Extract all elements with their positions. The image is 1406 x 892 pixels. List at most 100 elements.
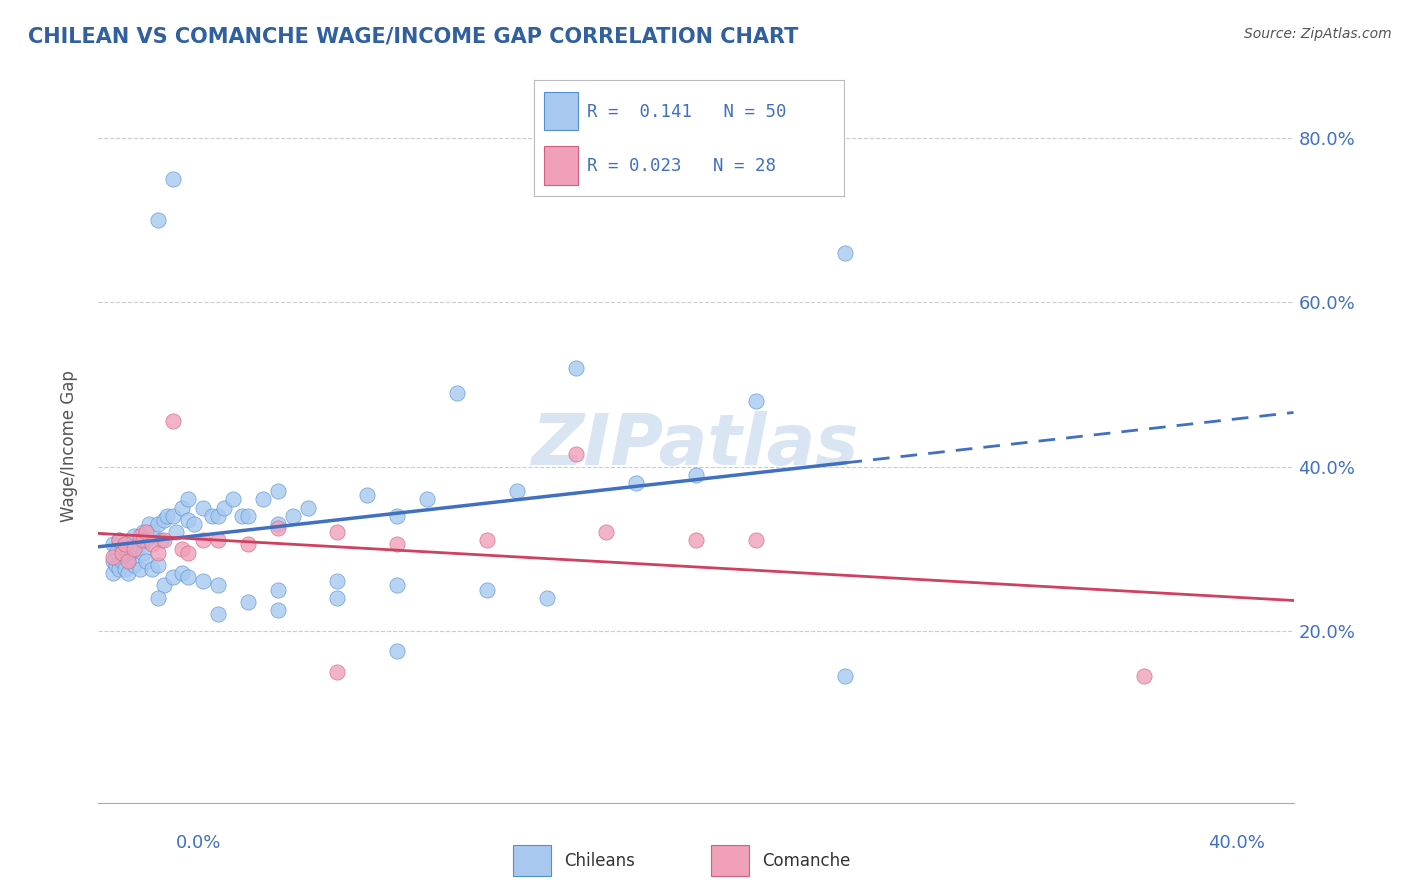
Point [595, 525, 617, 540]
Point [114, 549, 136, 564]
Point [172, 566, 194, 581]
Point [626, 475, 648, 490]
Point [177, 513, 200, 527]
Point [834, 668, 856, 682]
Point [267, 603, 290, 617]
Point [385, 644, 409, 658]
Point [124, 529, 146, 543]
Point [475, 582, 498, 597]
Point [297, 500, 319, 515]
Point [120, 537, 142, 551]
Point [201, 508, 224, 523]
Point [111, 546, 134, 560]
Point [141, 562, 163, 576]
Point [177, 546, 200, 560]
Point [745, 533, 768, 548]
Point [148, 546, 170, 560]
Text: Wage/Income Gap: Wage/Income Gap [59, 370, 77, 522]
Point [105, 558, 128, 572]
Point [111, 541, 134, 556]
Point [267, 582, 290, 597]
Point [162, 570, 184, 584]
Point [153, 513, 176, 527]
Point [191, 574, 214, 589]
Point [103, 554, 125, 568]
Point [162, 172, 184, 186]
Point [111, 554, 134, 568]
Point [117, 546, 139, 560]
Point [385, 508, 409, 523]
Point [191, 533, 214, 548]
Point [114, 562, 136, 576]
Point [103, 549, 125, 564]
Point [834, 246, 856, 260]
Point [129, 533, 152, 548]
Text: 40.0%: 40.0% [1209, 834, 1265, 852]
Point [385, 537, 409, 551]
Point [148, 213, 170, 227]
Point [148, 591, 170, 605]
Point [207, 508, 229, 523]
Point [135, 554, 157, 568]
Point [153, 533, 176, 548]
Point [132, 533, 155, 548]
Point [108, 533, 131, 548]
Point [162, 508, 184, 523]
Point [135, 525, 157, 540]
Point [191, 500, 214, 515]
Point [326, 574, 349, 589]
Text: R =  0.141   N = 50: R = 0.141 N = 50 [586, 103, 786, 120]
Point [117, 554, 139, 568]
Point [326, 525, 349, 540]
Point [117, 554, 139, 568]
Point [114, 537, 136, 551]
Point [222, 492, 245, 507]
Point [172, 500, 194, 515]
Point [141, 537, 163, 551]
Point [207, 578, 229, 592]
Point [212, 500, 235, 515]
Point [565, 447, 588, 461]
Text: CHILEAN VS COMANCHE WAGE/INCOME GAP CORRELATION CHART: CHILEAN VS COMANCHE WAGE/INCOME GAP CORR… [28, 27, 799, 46]
Point [236, 537, 259, 551]
Point [165, 525, 187, 540]
Point [685, 467, 707, 482]
Text: Source: ZipAtlas.com: Source: ZipAtlas.com [1244, 27, 1392, 41]
Point [153, 578, 176, 592]
Point [183, 516, 205, 531]
Text: ZIPatlas: ZIPatlas [533, 411, 859, 481]
Point [141, 525, 163, 540]
Point [536, 591, 558, 605]
Text: Chileans: Chileans [564, 852, 634, 870]
Point [108, 562, 131, 576]
Point [162, 414, 184, 428]
Point [356, 488, 378, 502]
Point [281, 508, 304, 523]
Point [475, 533, 498, 548]
Point [252, 492, 274, 507]
Text: Comanche: Comanche [762, 852, 851, 870]
Point [177, 492, 200, 507]
Point [231, 508, 253, 523]
Point [267, 516, 290, 531]
Point [446, 385, 468, 400]
Point [129, 529, 152, 543]
Bar [544, 92, 578, 130]
Point [416, 492, 439, 507]
Point [135, 533, 157, 548]
Text: R = 0.023   N = 28: R = 0.023 N = 28 [586, 157, 776, 175]
Point [138, 516, 160, 531]
Point [124, 558, 146, 572]
Point [267, 484, 290, 499]
Point [326, 591, 349, 605]
Point [124, 541, 146, 556]
Point [129, 562, 152, 576]
Point [236, 508, 259, 523]
Point [108, 533, 131, 548]
Point [207, 533, 229, 548]
Point [150, 533, 173, 548]
Point [326, 665, 349, 679]
Point [127, 541, 149, 556]
Bar [544, 146, 578, 185]
Point [105, 546, 128, 560]
